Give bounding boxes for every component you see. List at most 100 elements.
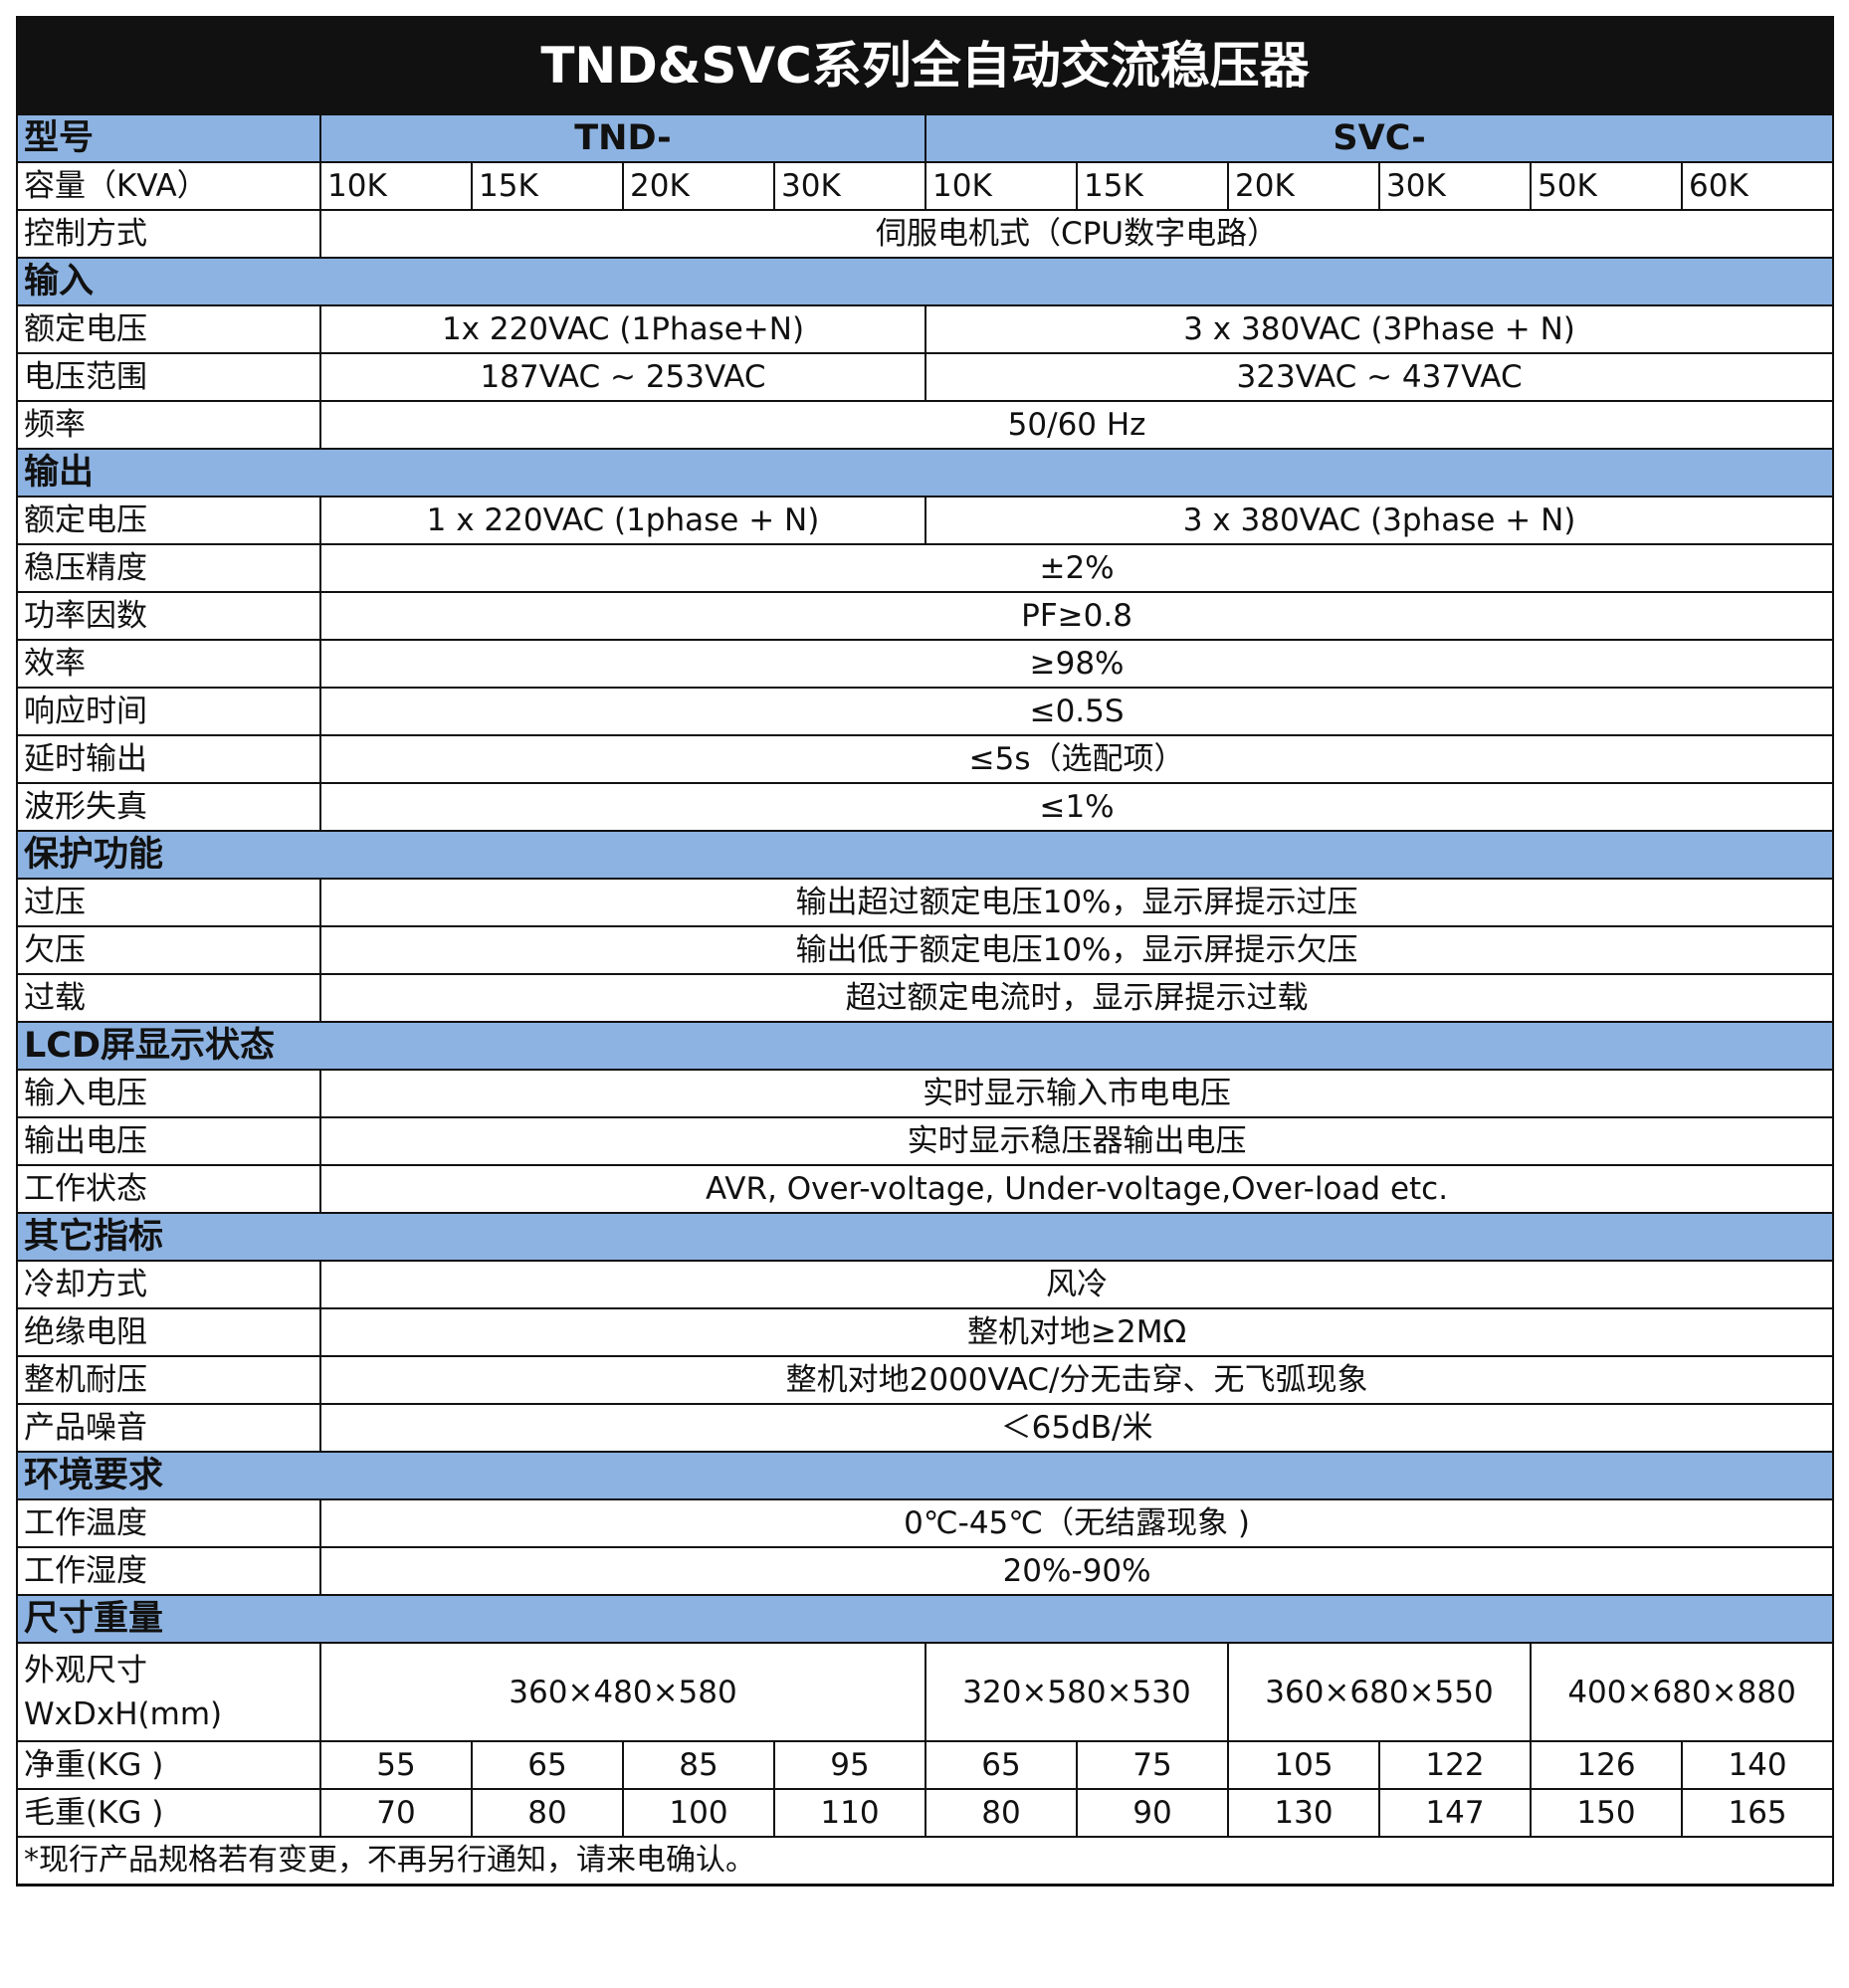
section-title: 输入 <box>15 257 1835 306</box>
table-row: 效率 ≥98% <box>16 639 1835 689</box>
table-cell: 0℃-45℃（无结露现象 ) <box>318 1498 1835 1548</box>
table-row: 电压范围 187VAC ~ 253VAC 323VAC ~ 437VAC <box>16 352 1835 402</box>
section-title: 其它指标 <box>15 1212 1835 1262</box>
table-cell: 实时显示输入市电电压 <box>318 1069 1835 1118</box>
table-cell: 130 <box>1227 1788 1380 1838</box>
row-label: 外观尺寸 WxDxH(mm) <box>16 1642 321 1742</box>
section-header-row: 输入 <box>15 257 1835 306</box>
table-cell: 105 <box>1227 1740 1380 1790</box>
table-row: 毛重(KG ) 70 80 100 110 80 90 130 147 150 165 <box>16 1788 1835 1838</box>
table-cell: ±2% <box>318 543 1835 593</box>
row-label: 功率因数 <box>16 591 321 641</box>
section-header-row: 保护功能 <box>15 830 1835 880</box>
table-row: 功率因数 PF≥0.8 <box>16 591 1835 641</box>
table-cell: 126 <box>1530 1740 1683 1790</box>
table-cell: 110 <box>773 1788 926 1838</box>
page-title: TND&SVC系列全自动交流稳压器 <box>15 16 1835 115</box>
table-row: 过载 超过额定电流时，显示屏提示过载 <box>16 973 1835 1023</box>
table-cell: 100 <box>622 1788 775 1838</box>
table-cell: 30K <box>773 161 926 211</box>
row-label: 输入电压 <box>16 1069 321 1118</box>
table-row: 工作温度 0℃-45℃（无结露现象 ) <box>16 1498 1835 1548</box>
table-cell: 3 x 380VAC (3Phase + N) <box>924 304 1835 354</box>
table-cell: 80 <box>471 1788 624 1838</box>
section-header-row: 输出 <box>15 448 1835 497</box>
row-label: 延时输出 <box>16 734 321 784</box>
row-label: 整机耐压 <box>16 1355 321 1405</box>
row-label: 产品噪音 <box>16 1403 321 1453</box>
footnote-row: *现行产品规格若有变更，不再另行通知，请来电确认。 <box>15 1836 1835 1887</box>
table-cell: ≤5s（选配项） <box>318 734 1835 784</box>
table-row: 稳压精度 ±2% <box>16 543 1835 593</box>
table-cell: 65 <box>471 1740 624 1790</box>
table-row: 欠压 输出低于额定电压10%，显示屏提示欠压 <box>16 925 1835 975</box>
table-cell: 60K <box>1680 161 1835 211</box>
row-label: 输出电压 <box>16 1116 321 1166</box>
row-label: 稳压精度 <box>16 543 321 593</box>
row-label: 额定电压 <box>16 496 321 545</box>
section-title: 保护功能 <box>15 830 1835 880</box>
table-cell: 122 <box>1378 1740 1532 1790</box>
row-label: 过载 <box>16 973 321 1023</box>
row-label: 容量（KVA） <box>16 161 321 211</box>
section-title: 输出 <box>15 448 1835 497</box>
table-cell: 400×680×880 <box>1529 1642 1835 1742</box>
table-cell: 85 <box>622 1740 775 1790</box>
table-row: 频率 50/60 Hz <box>16 400 1835 450</box>
table-row: 型号 TND- SVC- <box>16 113 1835 163</box>
table-cell: 输出超过额定电压10%，显示屏提示过压 <box>318 878 1835 927</box>
table-row: 延时输出 ≤5s（选配项） <box>16 734 1835 784</box>
footnote: *现行产品规格若有变更，不再另行通知，请来电确认。 <box>15 1836 1835 1887</box>
section-title: LCD屏显示状态 <box>15 1021 1835 1071</box>
table-cell: ≤1% <box>318 782 1835 832</box>
table-cell: 10K <box>924 161 1078 211</box>
table-row: 整机耐压 整机对地2000VAC/分无击穿、无飞弧现象 <box>16 1355 1835 1405</box>
row-label: 工作湿度 <box>16 1546 321 1596</box>
table-cell: 50/60 Hz <box>318 400 1835 450</box>
table-row: 工作湿度 20%-90% <box>16 1546 1835 1596</box>
section-title: 尺寸重量 <box>15 1594 1835 1644</box>
table-cell: ≤0.5S <box>318 687 1835 736</box>
row-label: 额定电压 <box>16 304 321 354</box>
table-cell: 147 <box>1378 1788 1532 1838</box>
row-label: 波形失真 <box>16 782 321 832</box>
table-cell: 1x 220VAC (1Phase+N) <box>319 304 926 354</box>
table-cell: 实时显示稳压器输出电压 <box>318 1116 1835 1166</box>
row-label: 电压范围 <box>16 352 321 402</box>
table-cell: 30K <box>1378 161 1532 211</box>
table-cell: ＜65dB/米 <box>318 1403 1835 1453</box>
table-cell: 1 x 220VAC (1phase + N) <box>319 496 926 545</box>
section-header-row: 环境要求 <box>15 1451 1835 1500</box>
table-cell: AVR, Over-voltage, Under-voltage,Over-lo… <box>318 1164 1835 1214</box>
row-label: 控制方式 <box>16 209 321 259</box>
table-cell: 65 <box>924 1740 1078 1790</box>
table-row: 控制方式 伺服电机式（CPU数字电路） <box>16 209 1835 259</box>
table-cell: 70 <box>319 1788 473 1838</box>
table-cell: 输出低于额定电压10%，显示屏提示欠压 <box>318 925 1835 975</box>
table-cell: 165 <box>1680 1788 1835 1838</box>
table-cell: 187VAC ~ 253VAC <box>319 352 926 402</box>
table-cell: 140 <box>1680 1740 1835 1790</box>
table-cell: 超过额定电流时，显示屏提示过载 <box>318 973 1835 1023</box>
table-row: 输入电压 实时显示输入市电电压 <box>16 1069 1835 1118</box>
table-row: 过压 输出超过额定电压10%，显示屏提示过压 <box>16 878 1835 927</box>
table-cell: 伺服电机式（CPU数字电路） <box>318 209 1835 259</box>
table-cell: 风冷 <box>318 1260 1835 1309</box>
table-row: 净重(KG ) 55 65 85 95 65 75 105 122 126 140 <box>16 1740 1835 1790</box>
row-label: 冷却方式 <box>16 1260 321 1309</box>
row-label: 型号 <box>16 113 321 163</box>
row-label: 绝缘电阻 <box>16 1307 321 1357</box>
table-cell: 323VAC ~ 437VAC <box>924 352 1835 402</box>
table-row: 容量（KVA） 10K 15K 20K 30K 10K 15K 20K 30K 50K 60K <box>16 161 1835 211</box>
table-cell: 90 <box>1076 1788 1229 1838</box>
table-cell: 320×580×530 <box>924 1642 1229 1742</box>
table-cell: 15K <box>1076 161 1229 211</box>
table-row: 响应时间 ≤0.5S <box>16 687 1835 736</box>
table-cell: TND- <box>319 113 926 163</box>
table-row: 输出电压 实时显示稳压器输出电压 <box>16 1116 1835 1166</box>
table-row: 额定电压 1x 220VAC (1Phase+N) 3 x 380VAC (3Pha… <box>16 304 1835 354</box>
row-label: 响应时间 <box>16 687 321 736</box>
table-cell: 50K <box>1530 161 1683 211</box>
table-cell: PF≥0.8 <box>318 591 1835 641</box>
table-cell: 95 <box>773 1740 926 1790</box>
